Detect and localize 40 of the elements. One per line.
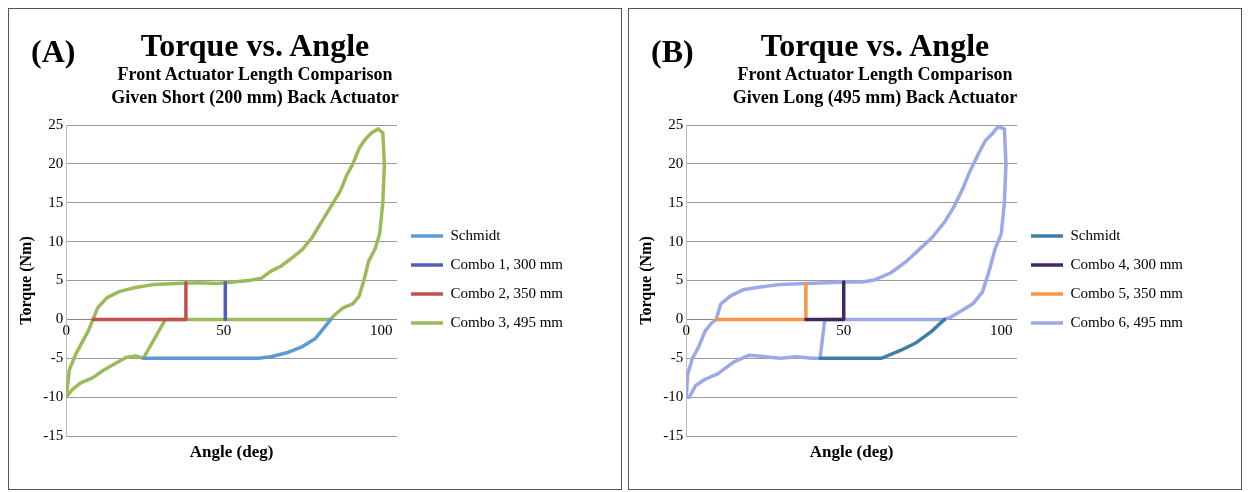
legend-label: Combo 1, 300 mm <box>450 255 564 272</box>
legend-label: Schmidt <box>1070 226 1122 243</box>
y-tick-label: 5 <box>55 271 64 288</box>
y-tick-label: 15 <box>668 193 684 210</box>
y-tick-label: 10 <box>48 232 64 249</box>
y-tick-label: 20 <box>48 154 64 171</box>
legend-label: Combo 4, 300 mm <box>1070 255 1184 272</box>
y-axis-title: Torque (Nm) <box>16 236 35 325</box>
y-tick-label: -5 <box>50 349 64 366</box>
y-tick-label: -10 <box>43 388 64 405</box>
y-tick-label: 0 <box>55 310 64 327</box>
y-tick-label: -15 <box>663 426 684 443</box>
y-tick-label: 15 <box>48 193 64 210</box>
x-tick-label: 100 <box>369 322 393 339</box>
chart-title: Torque vs. Angle <box>760 27 990 63</box>
y-tick-label: -5 <box>670 349 684 366</box>
chart-subtitle: Front Actuator Length Comparison Given Short (200 mm) Back Actuator <box>110 64 400 109</box>
legend-label: Combo 5, 350 mm <box>1070 284 1184 301</box>
x-axis-title: Angle (deg) <box>189 441 274 461</box>
legend-label: Combo 2, 350 mm <box>450 284 564 301</box>
y-tick-label: 20 <box>668 154 684 171</box>
x-tick-label: 50 <box>216 322 232 339</box>
y-tick-label: 5 <box>675 271 684 288</box>
text: (A) <box>31 33 76 70</box>
legend-label: Combo 3, 495 mm <box>450 313 564 330</box>
y-tick-label: 25 <box>668 115 684 132</box>
y-tick-label: 0 <box>675 310 684 327</box>
chart-subtitle: Front Actuator Length Comparison Given Long (495 mm) Back Actuator <box>731 64 1019 109</box>
text: (B) <box>651 33 694 70</box>
x-axis-title: Angle (deg) <box>809 441 894 461</box>
x-tick-label: 100 <box>989 322 1013 339</box>
y-tick-label: 10 <box>668 232 684 249</box>
chart-title: Torque vs. Angle <box>140 27 370 63</box>
y-axis-title: Torque (Nm) <box>636 236 655 325</box>
legend-label: Schmidt <box>450 226 502 243</box>
legend-label: Combo 6, 495 mm <box>1070 313 1184 330</box>
x-tick-label: 50 <box>836 322 852 339</box>
y-tick-label: 25 <box>48 115 64 132</box>
y-tick-label: -10 <box>663 388 684 405</box>
y-tick-label: -15 <box>43 426 64 443</box>
